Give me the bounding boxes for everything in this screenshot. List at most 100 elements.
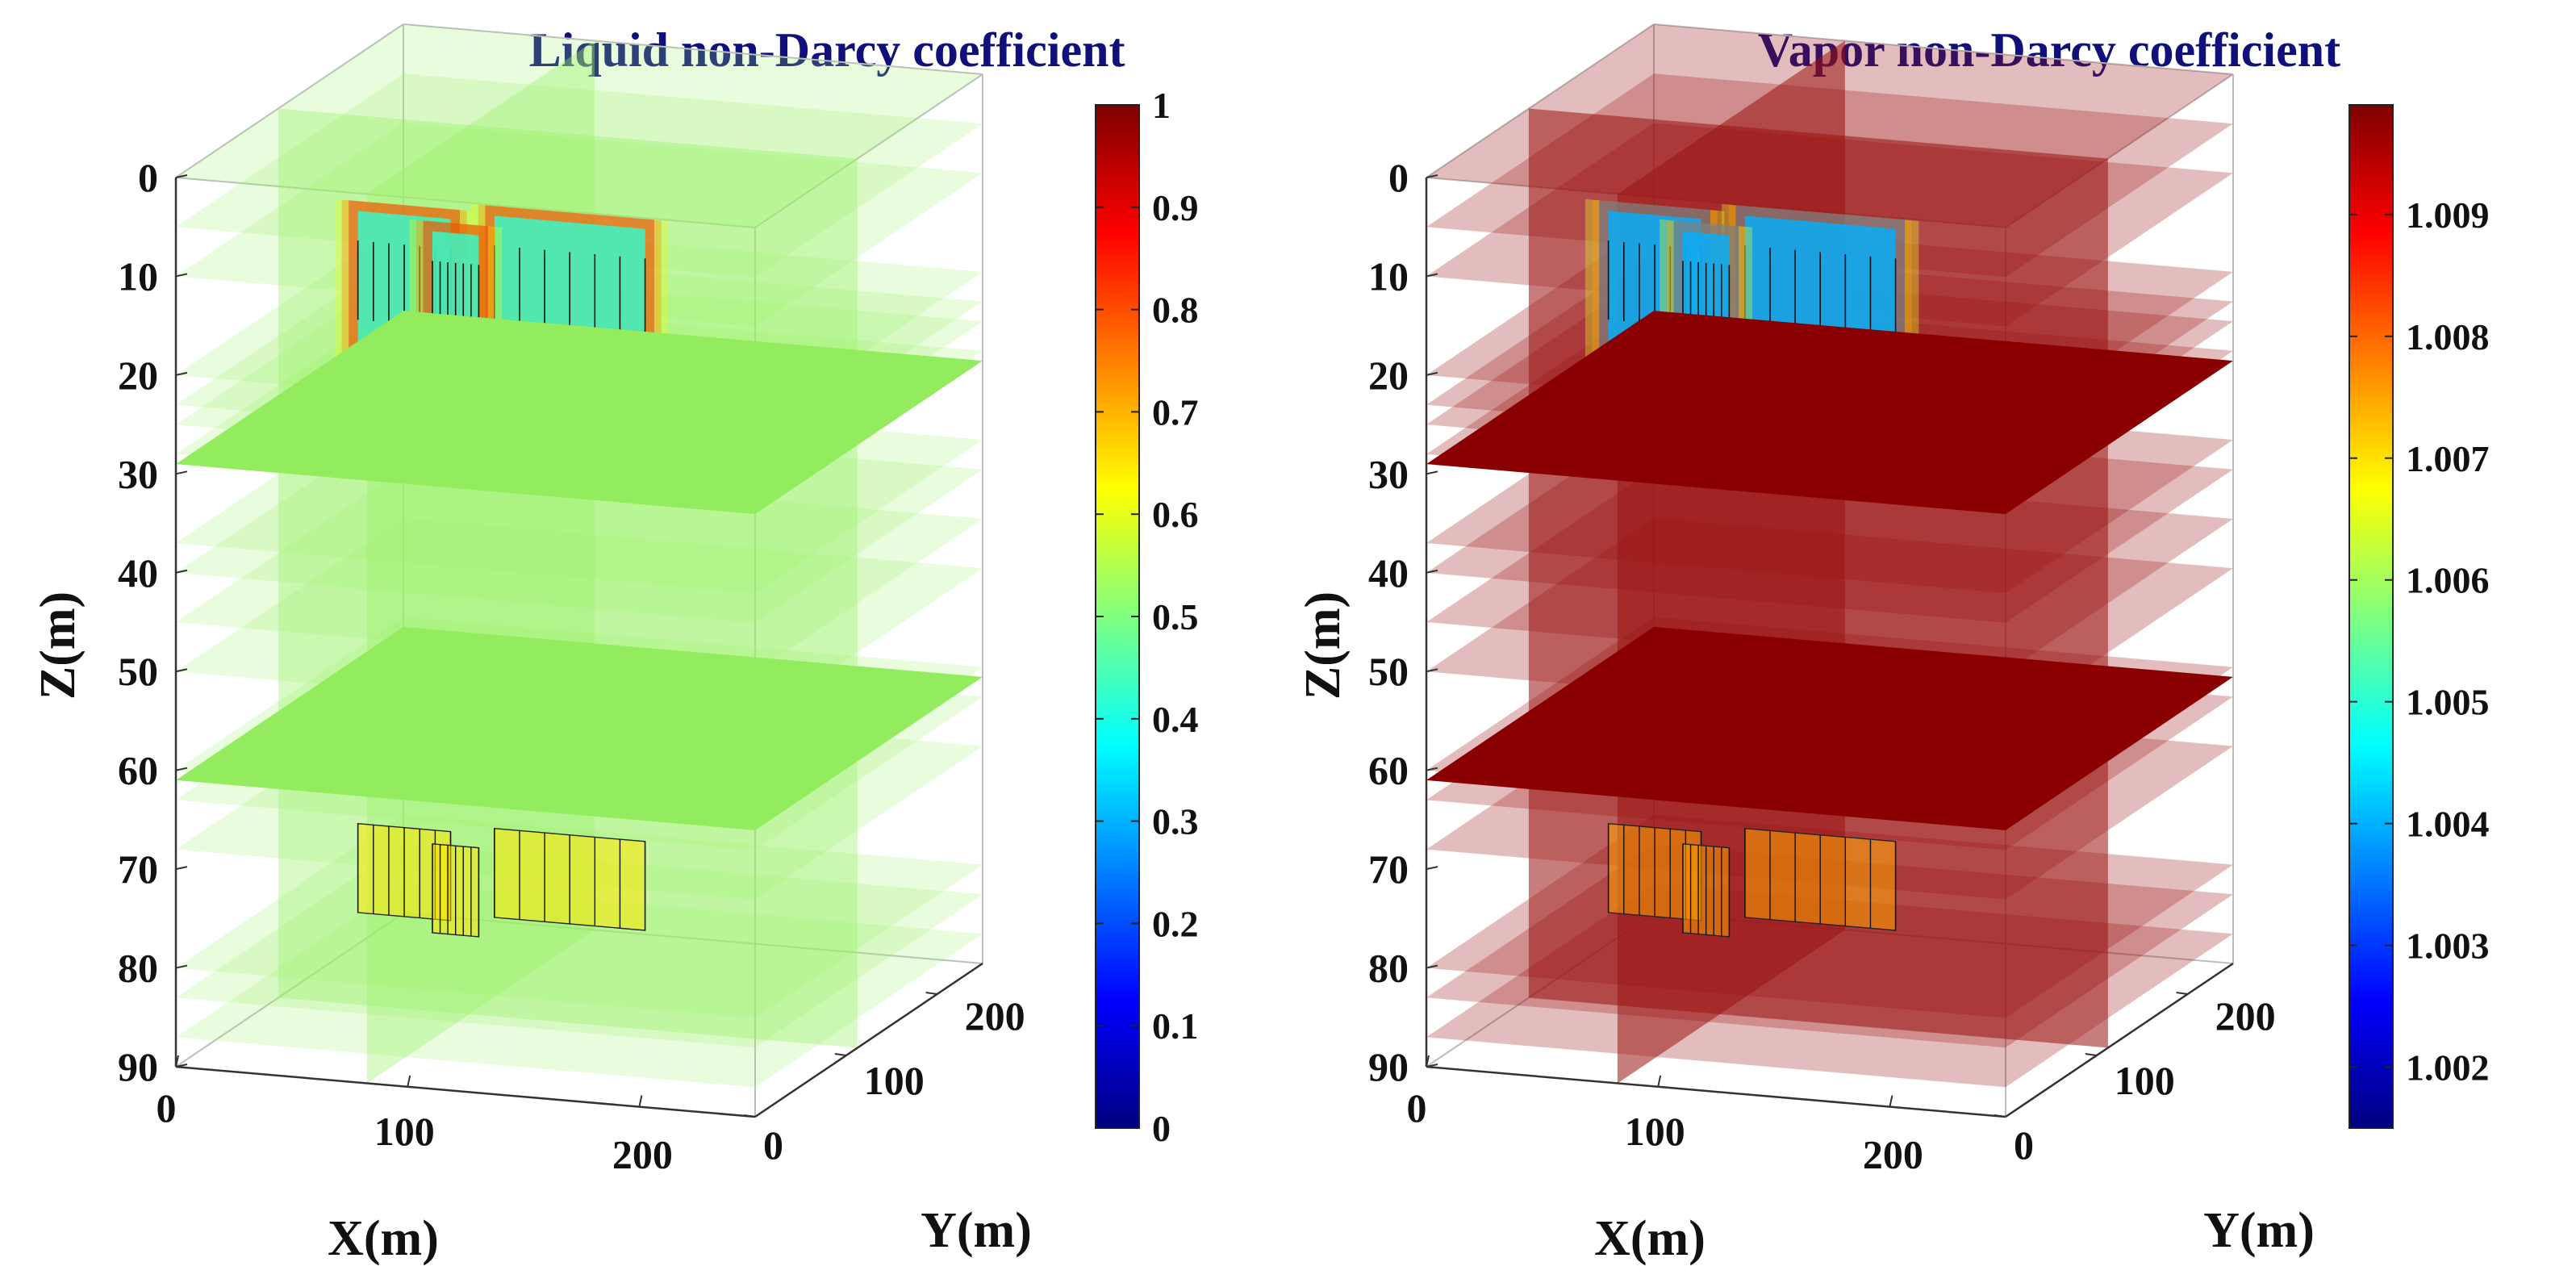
z-tick-label: 50 bbox=[1368, 649, 1409, 694]
colorbar-tick-label: 1.007 bbox=[2406, 438, 2490, 479]
y-tick-label: 100 bbox=[2115, 1058, 2175, 1103]
z-tick-label: 30 bbox=[118, 451, 158, 496]
z-tick-label: 20 bbox=[118, 353, 158, 398]
z-tick-mark bbox=[175, 767, 188, 771]
z-tick-mark bbox=[1426, 470, 1438, 475]
colorbar-tick-label: 0 bbox=[1152, 1108, 1171, 1149]
colorbar-tick-label: 1.004 bbox=[2406, 804, 2490, 845]
z-tick-mark bbox=[1426, 371, 1438, 376]
x-tick-label: 0 bbox=[1407, 1085, 1427, 1130]
vapor-x-axis-label: X(m) bbox=[1594, 1211, 1706, 1266]
colorbar-tick-label: 0.9 bbox=[1152, 187, 1199, 228]
x-tick-label: 200 bbox=[1863, 1132, 1923, 1177]
z-tick-mark bbox=[175, 668, 188, 673]
y-tick-label: 100 bbox=[864, 1058, 925, 1103]
y-tick-mark bbox=[2085, 1053, 2097, 1056]
z-tick-label: 70 bbox=[118, 846, 158, 892]
x-tick-label: 0 bbox=[157, 1085, 177, 1130]
z-tick-mark bbox=[1426, 174, 1438, 178]
colorbar-tick-label: 1.003 bbox=[2406, 926, 2490, 967]
liquid-z-axis-label: Z(m) bbox=[31, 591, 86, 700]
x-tick-mark bbox=[1889, 1095, 1893, 1107]
z-tick-mark bbox=[1426, 273, 1438, 278]
y-axis-line bbox=[754, 962, 983, 1118]
y-tick-mark bbox=[834, 1053, 846, 1056]
z-tick-mark bbox=[175, 866, 188, 871]
z-tick-mark bbox=[1426, 668, 1438, 673]
x-tick-mark bbox=[638, 1095, 643, 1107]
colorbar-tick-label: 0.4 bbox=[1152, 699, 1199, 740]
z-tick-label: 0 bbox=[1388, 155, 1409, 200]
colorbar-tick-label: 1.009 bbox=[2406, 194, 2490, 236]
box-edge bbox=[754, 73, 983, 228]
x-axis-line bbox=[175, 1065, 756, 1118]
z-tick-mark bbox=[1426, 569, 1438, 574]
horizontal-slice bbox=[176, 884, 983, 1088]
y-tick-label: 200 bbox=[2215, 993, 2276, 1039]
y-axis-line bbox=[2005, 962, 2234, 1118]
colorbar-tick-label: 1 bbox=[1152, 85, 1171, 126]
z-tick-mark bbox=[175, 470, 188, 475]
vapor-y-axis-label: Y(m) bbox=[2203, 1203, 2315, 1258]
colorbar-tick-label: 1.008 bbox=[2406, 316, 2490, 357]
z-tick-label: 60 bbox=[1368, 748, 1409, 793]
opaque-horizontal-slice bbox=[1426, 311, 2233, 515]
z-tick-label: 80 bbox=[118, 946, 158, 991]
box-edge bbox=[403, 913, 983, 964]
x-tick-mark bbox=[175, 1055, 179, 1068]
colorbar-tick-label: 0.6 bbox=[1152, 494, 1199, 535]
colorbar-tick-label: 0.1 bbox=[1152, 1005, 1199, 1047]
horizontal-slice bbox=[1426, 884, 2233, 1088]
box-edge bbox=[175, 23, 404, 178]
box-edge bbox=[1426, 23, 1655, 178]
colorbar-tick-label: 1.005 bbox=[2406, 682, 2490, 723]
y-tick-mark bbox=[925, 992, 937, 995]
horizontal-slice bbox=[1426, 24, 2233, 228]
liquid-colorbar: 0 0.1 0.2 0.3 0.4 0.5 0.6 0.7 0.8 0.9 1 bbox=[1095, 85, 1199, 1149]
colorbar-tick-label: 0.5 bbox=[1152, 596, 1199, 637]
z-tick-mark bbox=[1426, 767, 1438, 771]
liquid-panel: Liquid non-Darcy coefficient 01020304050… bbox=[31, 23, 1199, 1266]
colorbar-tick-label: 0.3 bbox=[1152, 801, 1199, 842]
z-tick-mark bbox=[175, 371, 188, 376]
z-tick-label: 40 bbox=[118, 550, 158, 596]
z-tick-label: 10 bbox=[1368, 253, 1409, 299]
z-tick-mark bbox=[175, 964, 188, 969]
colorbar-tick-label: 0.2 bbox=[1152, 903, 1199, 944]
vapor-colorbar: 1.002 1.003 1.004 1.005 1.006 1.007 1.008 1.009 bbox=[2348, 104, 2490, 1129]
vapor-title: Vapor non-Darcy coefficient bbox=[1758, 23, 2340, 77]
x-tick-label: 200 bbox=[612, 1132, 673, 1177]
y-tick-mark bbox=[1994, 1114, 2006, 1118]
z-tick-label: 30 bbox=[1368, 451, 1409, 496]
box-edge bbox=[175, 913, 404, 1068]
y-tick-label: 0 bbox=[763, 1122, 783, 1168]
z-tick-label: 60 bbox=[118, 748, 158, 793]
y-tick-label: 0 bbox=[2014, 1122, 2034, 1168]
colorbar-tick-label: 1.002 bbox=[2406, 1047, 2490, 1089]
horizontal-slice bbox=[176, 24, 983, 228]
box-edge bbox=[1653, 23, 2234, 75]
z-tick-mark bbox=[1426, 866, 1438, 871]
box-edge bbox=[175, 177, 756, 228]
box-edge bbox=[403, 23, 983, 75]
x-tick-mark bbox=[1657, 1075, 1662, 1088]
colorbar-tick-label: 1.006 bbox=[2406, 560, 2490, 601]
z-tick-mark bbox=[175, 1064, 188, 1068]
z-tick-label: 90 bbox=[118, 1044, 158, 1089]
z-tick-mark bbox=[1426, 964, 1438, 969]
z-tick-label: 20 bbox=[1368, 353, 1409, 398]
x-axis-line bbox=[1426, 1065, 2006, 1118]
z-tick-label: 90 bbox=[1368, 1044, 1409, 1089]
colorbar-tick-label: 0.8 bbox=[1152, 290, 1199, 331]
y-tick-mark bbox=[743, 1114, 756, 1118]
x-tick-mark bbox=[1426, 1055, 1430, 1068]
z-tick-label: 10 bbox=[118, 253, 158, 299]
y-tick-mark bbox=[2176, 992, 2188, 995]
z-tick-label: 80 bbox=[1368, 946, 1409, 991]
x-tick-mark bbox=[407, 1075, 411, 1088]
z-tick-label: 40 bbox=[1368, 550, 1409, 596]
z-tick-mark bbox=[175, 273, 188, 278]
